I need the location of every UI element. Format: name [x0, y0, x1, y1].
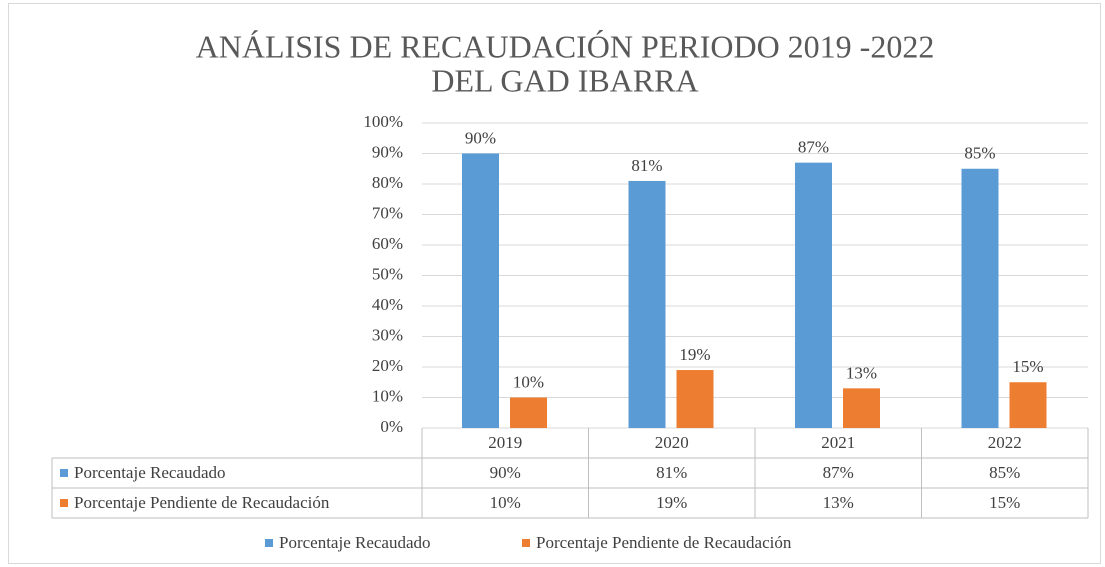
bar: [628, 180, 666, 428]
y-tick-label: 50%: [372, 264, 403, 283]
data-label: 87%: [798, 138, 829, 157]
data-label: 90%: [465, 128, 496, 147]
data-label: 15%: [1012, 357, 1043, 376]
table-cell: 19%: [656, 493, 687, 512]
legend-label: Porcentaje Pendiente de Recaudación: [536, 533, 792, 552]
data-label: 10%: [513, 372, 544, 391]
table-cell: 85%: [989, 463, 1020, 482]
y-tick-label: 100%: [363, 112, 403, 131]
chart-title: ANÁLISIS DE RECAUDACIÓN PERIODO 2019 -20…: [196, 28, 935, 64]
y-tick-label: 30%: [372, 325, 403, 344]
legend-swatch: [522, 539, 530, 547]
y-tick-label: 90%: [372, 142, 403, 161]
x-tick-label: 2019: [488, 433, 522, 452]
bar: [462, 153, 499, 428]
data-label: 81%: [631, 156, 662, 175]
bar: [843, 388, 880, 428]
bar: [961, 168, 999, 428]
y-tick-label: 0%: [380, 417, 403, 436]
table-cell: 13%: [823, 493, 854, 512]
chart-title: DEL GAD IBARRA: [431, 62, 698, 98]
y-tick-label: 40%: [372, 295, 403, 314]
data-label: 19%: [679, 345, 710, 364]
table-cell: 81%: [656, 463, 687, 482]
y-tick-label: 10%: [372, 386, 403, 405]
table-cell: 90%: [490, 463, 521, 482]
x-tick-label: 2022: [988, 433, 1022, 452]
table-cell: 10%: [490, 493, 521, 512]
table-cell: 15%: [989, 493, 1020, 512]
y-tick-label: 70%: [372, 203, 403, 222]
data-label: 13%: [846, 363, 877, 382]
data-label: 85%: [964, 144, 995, 163]
bar: [510, 397, 547, 428]
legend-swatch: [265, 539, 273, 547]
bar: [676, 370, 714, 428]
table-cell: 87%: [823, 463, 854, 482]
y-tick-label: 20%: [372, 356, 403, 375]
y-tick-label: 80%: [372, 173, 403, 192]
y-tick-label: 60%: [372, 234, 403, 253]
bar: [795, 162, 832, 428]
chart-frame: [8, 3, 1101, 564]
table-legend-swatch: [60, 499, 68, 507]
table-row-label: Porcentaje Pendiente de Recaudación: [74, 493, 330, 512]
x-tick-label: 2021: [821, 433, 855, 452]
x-tick-label: 2020: [655, 433, 689, 452]
table-row-label: Porcentaje Recaudado: [74, 463, 226, 482]
table-legend-swatch: [60, 469, 68, 477]
legend-label: Porcentaje Recaudado: [279, 533, 431, 552]
bar: [1009, 382, 1047, 428]
